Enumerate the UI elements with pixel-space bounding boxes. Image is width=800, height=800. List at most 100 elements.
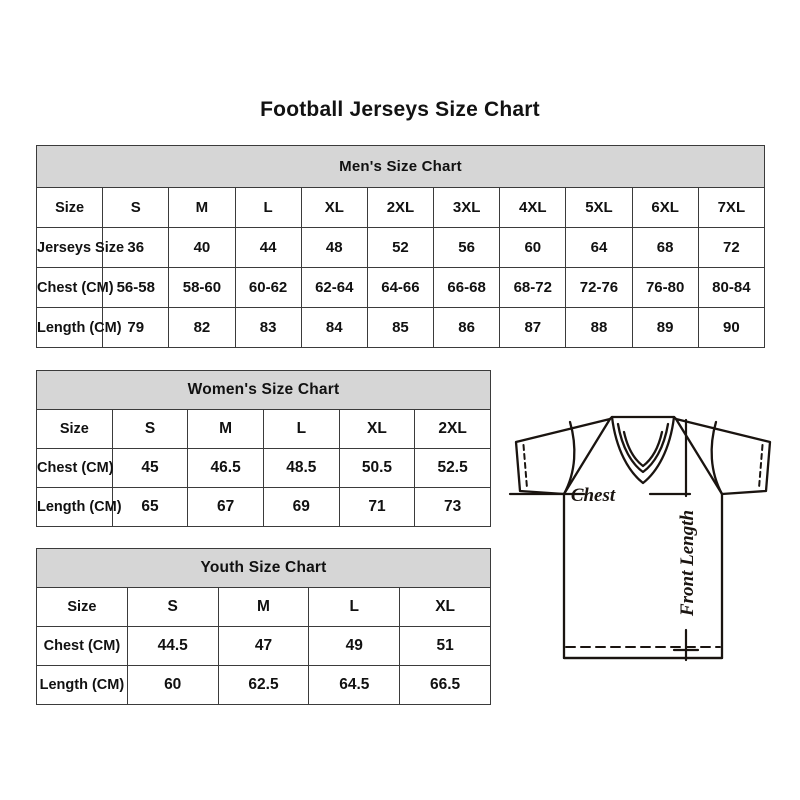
col-header-s: S [126, 587, 219, 627]
cell: 56 [433, 227, 501, 268]
table-header-row: Size S M L XL 2XL 3XL 4XL 5XL 6XL 7XL [35, 187, 766, 228]
cell: 49 [308, 626, 401, 666]
row-header-chest: Chest (CM) [36, 626, 128, 666]
cell: 50.5 [338, 448, 416, 488]
cell: 71 [338, 487, 416, 527]
cell: 66-68 [433, 267, 501, 308]
cell: 72 [697, 227, 766, 268]
cell: 72-76 [565, 267, 633, 308]
table-header-row: Size S M L XL 2XL [36, 409, 491, 449]
cell: 86 [433, 307, 501, 348]
cell: 60-62 [234, 267, 302, 308]
cell: 68-72 [499, 267, 567, 308]
col-header-m: M [217, 587, 310, 627]
col-header-s: S [102, 187, 170, 228]
cell: 52.5 [414, 448, 491, 488]
right-sleeve-outline [674, 417, 772, 496]
cell: 44.5 [126, 626, 219, 666]
jersey-measurement-diagram: Chest Front Length [498, 398, 788, 698]
cell: 58-60 [168, 267, 236, 308]
table-caption-row: Women's Size Chart [36, 370, 491, 410]
cell: 66.5 [399, 665, 491, 705]
table-row: Chest (CM) 56-58 58-60 60-62 62-64 64-66… [35, 267, 766, 308]
row-header-size: Size [35, 187, 104, 228]
cell: 56-58 [102, 267, 170, 308]
col-header-5xl: 5XL [565, 187, 633, 228]
row-header-jerseys-size: Jerseys Size [35, 227, 124, 268]
cell: 64 [565, 227, 633, 268]
cell: 85 [366, 307, 435, 348]
table-row: Jerseys Size 36 40 44 48 52 56 60 64 68 … [35, 227, 766, 268]
cell: 88 [565, 307, 633, 348]
cell: 65 [111, 487, 189, 527]
col-header-s: S [111, 409, 189, 449]
row-header-length: Length (CM) [36, 665, 128, 705]
table-row: Length (CM) 79 82 83 84 85 86 87 88 89 9… [35, 307, 766, 348]
cell: 60 [499, 227, 567, 268]
chest-measure-label: Chest [571, 485, 616, 506]
col-header-l: L [308, 587, 401, 627]
cell: 69 [262, 487, 340, 527]
table-row: Chest (CM) 45 46.5 48.5 50.5 52.5 [36, 448, 491, 488]
table-caption-row: Youth Size Chart [36, 548, 491, 588]
col-header-xl: XL [300, 187, 368, 228]
page-title: Football Jerseys Size Chart [260, 98, 540, 121]
cell: 45 [111, 448, 189, 488]
shoulder-seam [608, 415, 678, 421]
col-header-3xl: 3XL [433, 187, 501, 228]
cell: 64.5 [308, 665, 401, 705]
mens-size-table: Men's Size Chart Size S M L XL 2XL 3XL 4… [35, 145, 766, 348]
table-row: Length (CM) 60 62.5 64.5 66.5 [36, 665, 491, 705]
cell: 82 [168, 307, 236, 348]
col-header-2xl: 2XL [414, 409, 491, 449]
table-row: Chest (CM) 44.5 47 49 51 [36, 626, 491, 666]
row-header-chest: Chest (CM) [35, 267, 114, 308]
table-row: Length (CM) 65 67 69 71 73 [36, 487, 491, 527]
left-cuff-stitch [522, 444, 528, 489]
table-caption-row: Men's Size Chart [36, 145, 765, 188]
front-length-measure-label: Front Length [677, 510, 698, 617]
col-header-xl: XL [399, 587, 491, 627]
womens-size-table: Women's Size Chart Size S M L XL 2XL Che… [36, 370, 491, 527]
row-header-size: Size [36, 409, 113, 449]
row-header-length: Length (CM) [35, 307, 122, 348]
left-sleeve-outline [514, 417, 612, 496]
cell: 89 [631, 307, 699, 348]
col-header-2xl: 2XL [366, 187, 435, 228]
cell: 73 [414, 487, 491, 527]
right-cuff-stitch [758, 444, 764, 489]
cell: 62-64 [300, 267, 368, 308]
mens-table-caption: Men's Size Chart [36, 145, 765, 188]
cell: 87 [499, 307, 567, 348]
cell: 46.5 [187, 448, 264, 488]
neckline-outer [610, 415, 676, 485]
cell: 80-84 [697, 267, 766, 308]
cell: 62.5 [217, 665, 310, 705]
cell: 64-66 [366, 267, 435, 308]
col-header-m: M [187, 409, 264, 449]
cell: 47 [217, 626, 310, 666]
cell: 76-80 [631, 267, 699, 308]
row-header-size: Size [36, 587, 128, 627]
col-header-7xl: 7XL [697, 187, 766, 228]
col-header-l: L [262, 409, 340, 449]
youth-size-table: Youth Size Chart Size S M L XL Chest (CM… [36, 548, 491, 705]
youth-table-caption: Youth Size Chart [36, 548, 491, 588]
cell: 36 [102, 227, 170, 268]
cell: 48.5 [262, 448, 340, 488]
cell: 52 [366, 227, 435, 268]
cell: 40 [168, 227, 236, 268]
col-header-4xl: 4XL [499, 187, 567, 228]
cell: 83 [234, 307, 302, 348]
col-header-6xl: 6XL [631, 187, 699, 228]
cell: 48 [300, 227, 368, 268]
womens-table-caption: Women's Size Chart [36, 370, 491, 410]
cell: 90 [697, 307, 766, 348]
collar-band-inner-1 [616, 422, 670, 474]
col-header-m: M [168, 187, 236, 228]
cell: 68 [631, 227, 699, 268]
cell: 44 [234, 227, 302, 268]
right-armhole-seam [710, 420, 724, 496]
table-header-row: Size S M L XL [36, 587, 491, 627]
cell: 51 [399, 626, 491, 666]
